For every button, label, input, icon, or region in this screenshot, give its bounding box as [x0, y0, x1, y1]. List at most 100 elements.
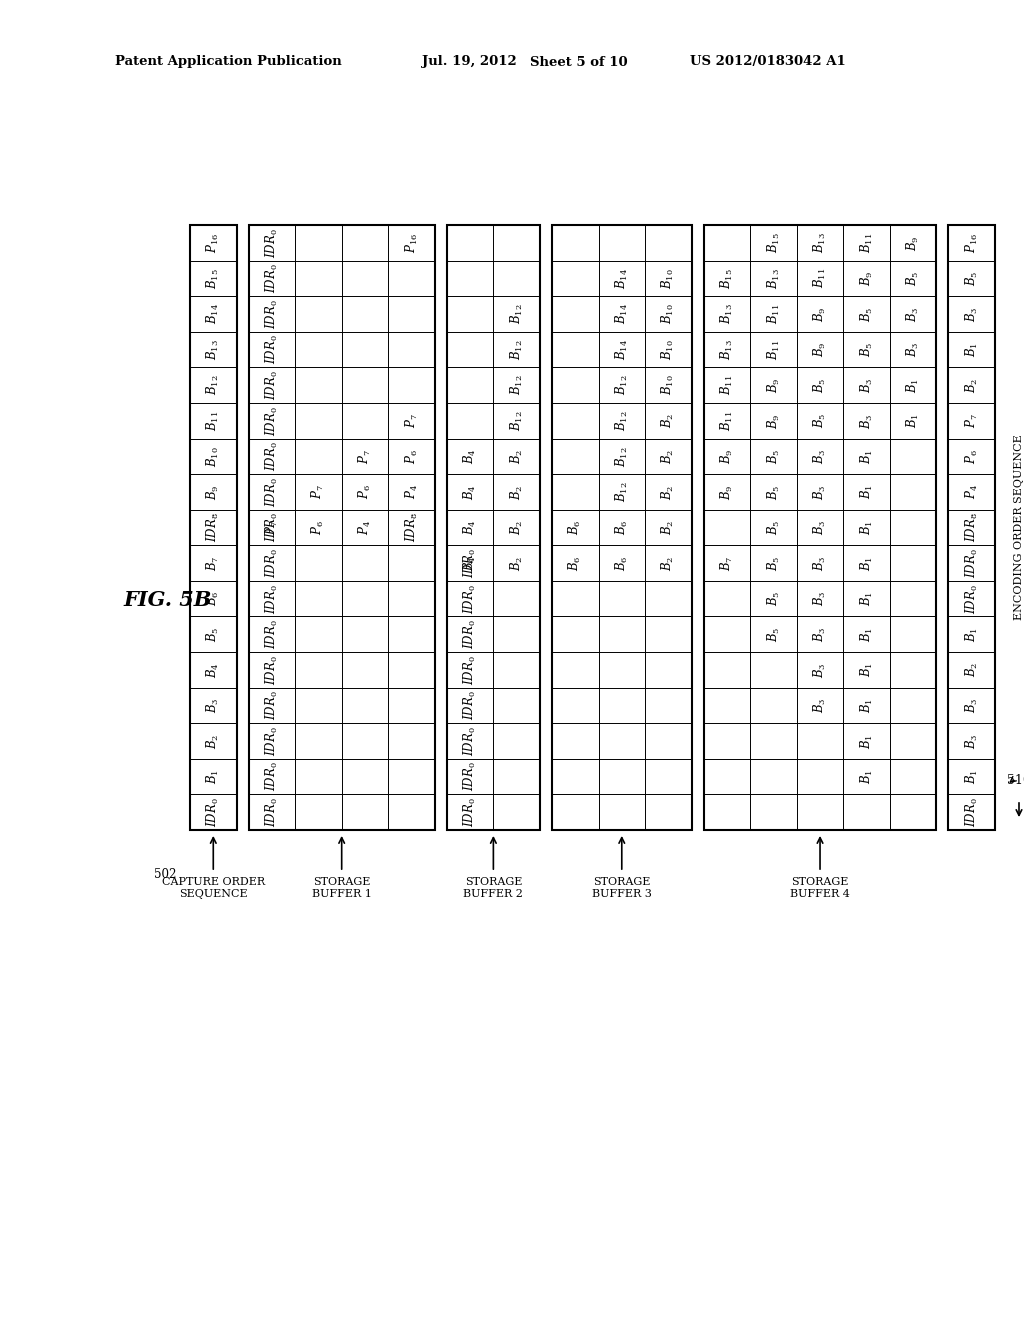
Text: $IDR_{0}$: $IDR_{0}$: [964, 583, 980, 614]
Text: $B_{12}$: $B_{12}$: [613, 411, 630, 430]
Text: $IDR_{0}$: $IDR_{0}$: [264, 512, 280, 543]
Text: STORAGE
BUFFER 3: STORAGE BUFFER 3: [592, 876, 651, 899]
Text: $B_{3}$: $B_{3}$: [812, 449, 828, 465]
Text: $B_{6}$: $B_{6}$: [205, 591, 221, 606]
Text: $B_{3}$: $B_{3}$: [812, 591, 828, 606]
Text: $B_{1}$: $B_{1}$: [964, 770, 980, 784]
Text: $B_{6}$: $B_{6}$: [567, 556, 584, 570]
Text: $B_{5}$: $B_{5}$: [765, 627, 781, 642]
Text: $IDR_{0}$: $IDR_{0}$: [264, 762, 280, 792]
Text: $B_{5}$: $B_{5}$: [812, 413, 828, 429]
Text: $B_{1}$: $B_{1}$: [858, 556, 874, 570]
Text: $B_{5}$: $B_{5}$: [858, 342, 874, 358]
Text: $B_{14}$: $B_{14}$: [613, 304, 630, 325]
Text: $B_{3}$: $B_{3}$: [812, 627, 828, 642]
Text: $IDR_{0}$: $IDR_{0}$: [264, 371, 280, 400]
Text: $B_{3}$: $B_{3}$: [964, 698, 980, 713]
Text: $B_{2}$: $B_{2}$: [509, 449, 524, 463]
Text: $B_{7}$: $B_{7}$: [719, 556, 735, 570]
Text: $B_{3}$: $B_{3}$: [812, 698, 828, 713]
Text: $B_{2}$: $B_{2}$: [660, 520, 677, 535]
Text: Sheet 5 of 10: Sheet 5 of 10: [530, 55, 628, 69]
Text: 510: 510: [1007, 774, 1024, 787]
Bar: [249, 224, 435, 830]
Text: $B_{2}$: $B_{2}$: [660, 556, 677, 570]
Text: $B_{3}$: $B_{3}$: [905, 306, 922, 322]
Text: $B_{1}$: $B_{1}$: [858, 627, 874, 642]
Bar: [948, 224, 995, 830]
Text: STORAGE
BUFFER 2: STORAGE BUFFER 2: [464, 876, 523, 899]
Text: $B_{5}$: $B_{5}$: [765, 449, 781, 465]
Text: $B_{12}$: $B_{12}$: [613, 482, 630, 502]
Text: $B_{6}$: $B_{6}$: [613, 556, 630, 570]
Text: $IDR_{0}$: $IDR_{0}$: [264, 548, 280, 578]
Text: $B_{3}$: $B_{3}$: [812, 520, 828, 536]
Text: $B_{13}$: $B_{13}$: [765, 268, 781, 289]
Text: $B_{14}$: $B_{14}$: [613, 339, 630, 360]
Text: $B_{12}$: $B_{12}$: [509, 375, 524, 396]
Text: $B_{3}$: $B_{3}$: [858, 378, 874, 393]
Text: $B_{1}$: $B_{1}$: [858, 484, 874, 499]
Text: $B_{11}$: $B_{11}$: [765, 304, 781, 325]
Text: $B_{12}$: $B_{12}$: [509, 304, 524, 325]
Text: $IDR_{0}$: $IDR_{0}$: [264, 726, 280, 756]
Text: $B_{4}$: $B_{4}$: [462, 449, 478, 465]
Text: $P_{6}$: $P_{6}$: [310, 520, 327, 535]
Text: $B_{2}$: $B_{2}$: [964, 378, 980, 393]
Text: $B_{10}$: $B_{10}$: [660, 339, 677, 360]
Text: $B_{1}$: $B_{1}$: [858, 698, 874, 713]
Text: $B_{6}$: $B_{6}$: [567, 520, 584, 536]
Text: $B_{14}$: $B_{14}$: [205, 304, 221, 325]
Text: $B_{3}$: $B_{3}$: [812, 556, 828, 570]
Text: $B_{1}$: $B_{1}$: [858, 449, 874, 463]
Text: $B_{9}$: $B_{9}$: [765, 413, 781, 429]
Text: $P_{6}$: $P_{6}$: [964, 449, 980, 463]
Text: $IDR_{0}$: $IDR_{0}$: [264, 300, 280, 329]
Text: Patent Application Publication: Patent Application Publication: [115, 55, 342, 69]
Text: $B_{3}$: $B_{3}$: [905, 342, 922, 358]
Text: $B_{2}$: $B_{2}$: [509, 556, 524, 570]
Text: $IDR_{8}$: $IDR_{8}$: [403, 512, 420, 543]
Text: $B_{9}$: $B_{9}$: [719, 484, 735, 500]
Text: $B_{11}$: $B_{11}$: [812, 268, 828, 289]
Text: $P_{16}$: $P_{16}$: [205, 232, 221, 253]
Text: $B_{9}$: $B_{9}$: [905, 235, 922, 251]
Text: $IDR_{0}$: $IDR_{0}$: [264, 441, 280, 471]
Text: $B_{1}$: $B_{1}$: [964, 627, 980, 642]
Text: $IDR_{0}$: $IDR_{0}$: [264, 690, 280, 721]
Text: $B_{5}$: $B_{5}$: [765, 520, 781, 535]
Text: $B_{4}$: $B_{4}$: [205, 663, 221, 677]
Text: $B_{9}$: $B_{9}$: [858, 271, 874, 286]
Bar: [703, 224, 936, 830]
Text: $B_{11}$: $B_{11}$: [719, 411, 735, 430]
Text: $B_{11}$: $B_{11}$: [205, 411, 221, 430]
Text: $IDR_{0}$: $IDR_{0}$: [264, 228, 280, 257]
Text: $IDR_{0}$: $IDR_{0}$: [462, 583, 478, 614]
Text: $B_{3}$: $B_{3}$: [964, 733, 980, 748]
Text: $B_{5}$: $B_{5}$: [765, 591, 781, 606]
Text: $B_{12}$: $B_{12}$: [613, 375, 630, 396]
Text: $IDR_{0}$: $IDR_{0}$: [462, 726, 478, 756]
Text: $B_{11}$: $B_{11}$: [858, 232, 874, 253]
Text: $B_{5}$: $B_{5}$: [205, 627, 221, 642]
Text: $P_{6}$: $P_{6}$: [357, 484, 373, 499]
Text: CAPTURE ORDER
SEQUENCE: CAPTURE ORDER SEQUENCE: [162, 876, 265, 899]
Text: $B_{11}$: $B_{11}$: [719, 375, 735, 395]
Text: $B_{3}$: $B_{3}$: [205, 698, 221, 713]
Text: $P_{7}$: $P_{7}$: [310, 484, 327, 499]
Text: $B_{15}$: $B_{15}$: [765, 232, 781, 253]
Text: $B_{10}$: $B_{10}$: [660, 268, 677, 289]
Text: $IDR_{0}$: $IDR_{0}$: [462, 690, 478, 721]
Text: $IDR_{0}$: $IDR_{0}$: [264, 583, 280, 614]
Text: $IDR_{0}$: $IDR_{0}$: [264, 264, 280, 293]
Text: $IDR_{0}$: $IDR_{0}$: [264, 797, 280, 828]
Text: $IDR_{0}$: $IDR_{0}$: [964, 548, 980, 578]
Text: $B_{2}$: $B_{2}$: [964, 663, 980, 677]
Text: $B_{4}$: $B_{4}$: [462, 484, 478, 500]
Text: $B_{9}$: $B_{9}$: [812, 342, 828, 358]
Text: $IDR_{0}$: $IDR_{0}$: [462, 762, 478, 792]
Text: $B_{13}$: $B_{13}$: [719, 339, 735, 360]
Text: $B_{12}$: $B_{12}$: [509, 339, 524, 360]
Text: $B_{3}$: $B_{3}$: [812, 484, 828, 500]
Text: $IDR_{0}$: $IDR_{0}$: [964, 797, 980, 828]
